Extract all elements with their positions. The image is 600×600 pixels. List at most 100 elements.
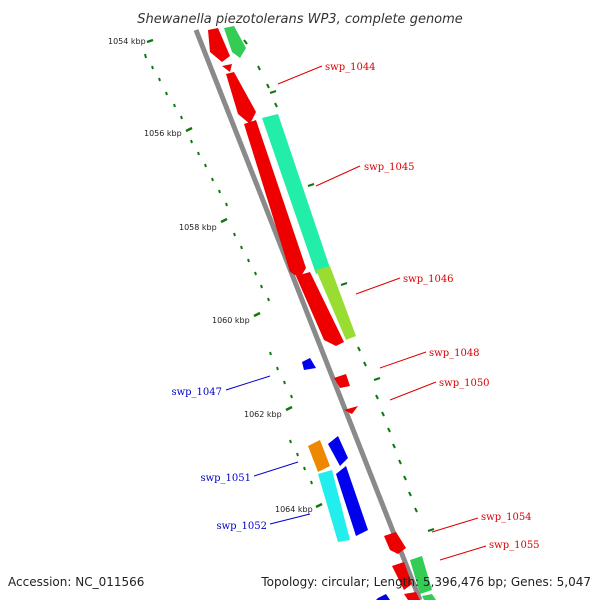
scale-dot: [165, 91, 168, 96]
outer-dash: [257, 65, 261, 71]
scale-tick-1064: [315, 502, 323, 509]
outer-dash: [340, 282, 348, 286]
gene-blue-bottom: [376, 594, 390, 600]
scale-dot: [190, 139, 193, 144]
gene-labels: swp_1044 swp_1045 swp_1046 swp_1048 swp_…: [171, 62, 539, 551]
gene-blue-1051: [328, 436, 348, 466]
outer-track: [243, 39, 435, 532]
outer-dash: [398, 459, 402, 465]
gene-label-swp-1052: swp_1052: [216, 521, 267, 532]
scale-dot: [267, 297, 270, 302]
gene-red-1048: [334, 374, 350, 388]
outer-dash: [266, 83, 270, 89]
gene-label-swp-1055: swp_1055: [489, 540, 540, 551]
gene-cyan-1052: [318, 470, 350, 542]
scale-tick-1054: [146, 38, 154, 44]
leader-swp-1045: [315, 165, 361, 187]
scale-tick-1056: [185, 126, 193, 133]
scale-dot: [296, 452, 299, 457]
scale-dot: [218, 189, 221, 194]
gene-orange-1051: [308, 440, 330, 472]
scale-dot: [233, 232, 236, 237]
outer-dash: [307, 183, 315, 187]
gene-red-1054: [384, 532, 406, 554]
leader-swp-1055: [439, 545, 487, 561]
gene-lime-1046: [316, 266, 356, 340]
gene-label-swp-1045: swp_1045: [364, 162, 415, 173]
outer-dash: [357, 346, 361, 352]
leader-swp-1044: [277, 65, 323, 85]
scale-dot: [240, 245, 243, 250]
gene-blue-1047: [302, 358, 316, 370]
scale-dot: [151, 65, 154, 70]
scale-dot: [269, 351, 272, 356]
scale-dot: [310, 480, 313, 485]
gene-label-swp-1054: swp_1054: [481, 512, 532, 523]
gene-red-top: [208, 28, 230, 62]
scale-dot: [225, 202, 228, 207]
leader-swp-1047: [225, 375, 271, 391]
scale-dot: [254, 271, 257, 276]
outer-dash: [392, 443, 396, 449]
gene-red-1044: [226, 72, 256, 124]
scale-dot: [204, 163, 207, 168]
leader-swp-1051: [253, 461, 299, 477]
scale-tick-1060: [253, 311, 261, 318]
scale-dot: [158, 77, 161, 82]
gene-label-swp-1047: swp_1047: [171, 387, 222, 398]
scale-dot: [260, 284, 263, 289]
scale-dot: [276, 366, 279, 371]
scale-dot: [211, 177, 214, 182]
scale-dot: [197, 151, 200, 156]
scale-dot: [173, 103, 176, 108]
gene-green-1055: [410, 556, 432, 594]
genome-backbone: [193, 29, 423, 600]
scale-dot: [180, 115, 183, 120]
gene-label-swp-1051: swp_1051: [200, 473, 251, 484]
leader-swp-1048: [379, 351, 427, 369]
leader-lines: [225, 65, 487, 561]
gene-red-1046: [296, 272, 344, 346]
leader-swp-1052: [269, 513, 311, 525]
scale-dot: [144, 53, 147, 59]
outer-dash: [243, 39, 248, 45]
scale-dot: [247, 258, 250, 263]
forward-genes: [208, 26, 436, 600]
gene-red-1050: [344, 406, 358, 414]
outer-dash: [381, 411, 385, 417]
outer-dash: [427, 528, 435, 532]
leader-swp-1046: [355, 277, 401, 295]
gene-blue-1052: [336, 466, 368, 536]
scale-dot: [283, 380, 286, 385]
outer-dash: [373, 377, 381, 381]
scale-track: [144, 53, 313, 485]
gene-green-top: [224, 26, 246, 58]
gene-red-bottom: [404, 592, 420, 600]
scale-label: 1058 kbp: [179, 223, 217, 232]
scale-tick-1058: [220, 217, 228, 224]
scale-major-ticks: [146, 38, 323, 509]
scale-tick-1062: [285, 405, 293, 412]
accession-text: Accession: NC_011566: [8, 575, 144, 589]
outer-dash: [363, 361, 367, 367]
scale-label: 1062 kbp: [244, 410, 282, 419]
gene-red-1055: [392, 562, 412, 590]
outer-dash: [403, 475, 407, 481]
gene-label-swp-1050: swp_1050: [439, 378, 490, 389]
outer-dash: [408, 491, 412, 497]
reverse-genes: [302, 358, 390, 600]
map-title: Shewanella piezotolerans WP3, complete g…: [137, 12, 463, 27]
gene-teal-1045: [262, 114, 330, 274]
gene-green-bottom: [422, 594, 436, 600]
outer-dash: [269, 90, 277, 94]
outer-dash: [414, 507, 418, 513]
scale-label: 1060 kbp: [212, 316, 250, 325]
scale-label: 1056 kbp: [144, 129, 182, 138]
scale-label: 1064 kbp: [275, 505, 313, 514]
scale-label: 1054 kbp: [108, 37, 146, 46]
outer-dash: [387, 427, 391, 433]
leader-swp-1054: [431, 517, 479, 533]
scale-dot: [290, 394, 293, 399]
outer-dash: [274, 102, 278, 108]
